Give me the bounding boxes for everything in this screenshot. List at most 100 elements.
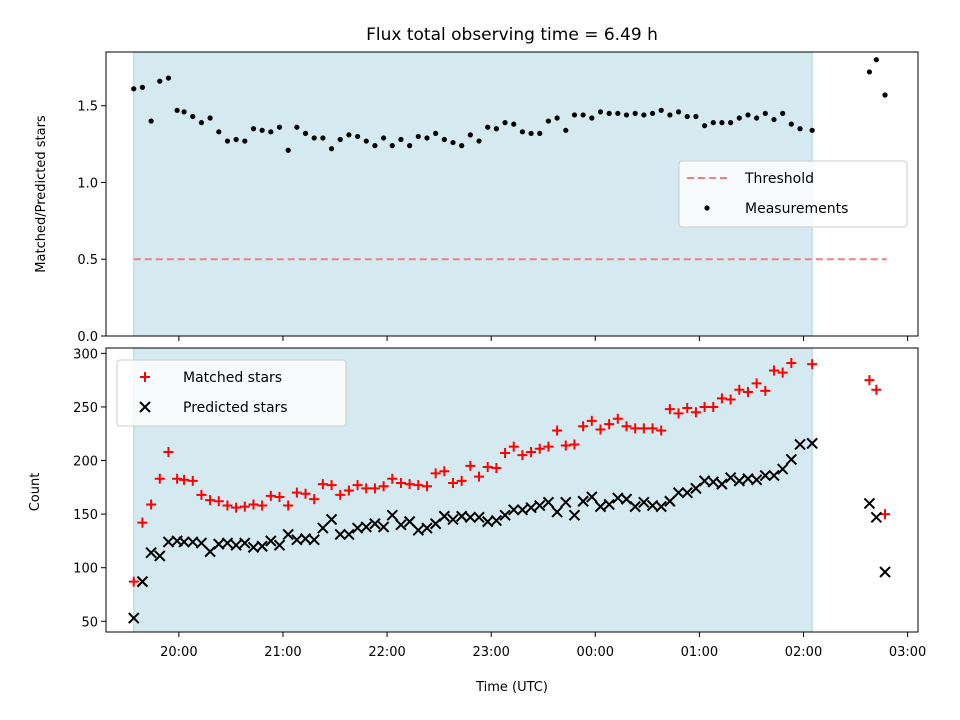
matched-star-point	[777, 367, 788, 378]
matched-star-point	[213, 496, 224, 507]
matched-star-point	[421, 481, 432, 492]
measurement-point	[285, 147, 291, 153]
bottom-ytick-label: 100	[73, 562, 98, 577]
measurement-point	[198, 120, 205, 126]
predicted-star-point	[308, 534, 320, 546]
measurement-point	[157, 78, 163, 84]
measurement-point	[131, 86, 137, 92]
predicted-star-point	[154, 550, 166, 562]
measurement-point	[545, 118, 552, 124]
predicted-star-point	[594, 500, 607, 513]
top-ytick-label: 1.5	[77, 100, 98, 115]
predicted-star-point	[490, 514, 503, 527]
measurement-point	[450, 139, 456, 146]
matched-star-point	[543, 441, 554, 452]
matched-star-point	[448, 478, 459, 489]
measurement-point	[459, 143, 465, 149]
predicted-star-point	[629, 500, 641, 513]
measurement-point	[415, 133, 421, 140]
measurement-point	[788, 121, 794, 127]
predicted-star-point	[542, 496, 555, 509]
predicted-star-point	[412, 524, 425, 536]
predicted-star-point	[560, 496, 572, 509]
measurement-point	[580, 112, 586, 118]
measurement-point	[320, 135, 326, 141]
predicted-star-point	[145, 546, 157, 559]
measurement-point	[216, 129, 222, 135]
matched-star-point	[552, 425, 563, 436]
measurement-point	[597, 109, 604, 115]
matched-star-point	[179, 474, 190, 485]
matched-star-point	[430, 468, 441, 479]
measurement-point	[571, 112, 578, 118]
matched-star-point	[751, 378, 762, 389]
predicted-star-point	[681, 486, 693, 499]
measurement-point	[554, 115, 560, 121]
predicted-star-point	[806, 437, 818, 450]
measurement-point	[148, 118, 154, 124]
matched-star-point	[369, 483, 380, 494]
predicted-star-point	[516, 504, 529, 516]
matched-star-point	[343, 485, 354, 496]
measurement-point	[632, 110, 638, 117]
predicted-star-point	[870, 511, 883, 524]
matched-star-point	[871, 384, 882, 395]
matched-star-point	[508, 441, 519, 452]
matched-star-point	[137, 517, 148, 528]
predicted-star-point	[334, 528, 346, 541]
matched-star-point	[326, 480, 337, 491]
legend-measurement-swatch	[704, 205, 710, 211]
measurement-point	[485, 124, 491, 130]
predicted-star-point	[603, 498, 615, 511]
bottom-xtick-label: 01:00	[681, 645, 718, 660]
bottom-xtick-label: 20:00	[160, 645, 197, 660]
predicted-star-point	[273, 539, 286, 551]
measurement-point	[476, 138, 482, 144]
top-frame	[105, 51, 919, 337]
predicted-star-point	[733, 475, 745, 487]
predicted-star-point	[395, 519, 407, 531]
measurement-point	[259, 127, 265, 133]
measurement-point	[441, 136, 447, 143]
measurement-point	[354, 133, 361, 140]
predicted-star-point	[136, 575, 149, 588]
predicted-star-point	[525, 501, 537, 514]
matched-star-point	[638, 423, 649, 434]
matched-star-point	[682, 403, 693, 414]
predicted-star-point	[499, 509, 511, 521]
matched-star-point	[163, 446, 174, 457]
predicted-star-point	[759, 469, 772, 482]
predicted-star-point	[447, 513, 459, 526]
measurement-point	[207, 115, 213, 121]
matched-star-point	[880, 509, 891, 520]
measurement-point	[294, 124, 300, 130]
matched-star-point	[257, 500, 268, 511]
matched-star-point	[664, 404, 675, 415]
matched-star-point	[187, 475, 198, 486]
measurement-point	[346, 132, 352, 138]
predicted-star-point	[716, 478, 728, 490]
measurement-point	[780, 110, 786, 117]
predicted-star-point	[464, 511, 477, 524]
matched-star-point	[309, 494, 320, 505]
measurement-point	[165, 75, 172, 81]
top-legend-box	[678, 160, 908, 228]
measurement-point	[736, 115, 742, 121]
bottom-xtick-label: 00:00	[577, 645, 614, 660]
measurement-point	[797, 126, 803, 132]
top-ytick-label: 0.5	[77, 253, 98, 268]
matched-star-point	[222, 500, 233, 511]
predicted-star-point	[221, 537, 234, 549]
predicted-star-point	[230, 539, 242, 551]
predicted-star-point	[508, 504, 520, 516]
measurement-point	[424, 135, 430, 141]
measurement-point	[693, 113, 699, 120]
matched-star-point	[404, 479, 415, 490]
matched-star-point	[291, 487, 302, 498]
predicted-star-point	[785, 453, 798, 466]
measurement-point	[658, 107, 664, 113]
measurement-point	[754, 115, 760, 121]
matched-star-point	[474, 471, 485, 482]
bottom-ytick-label: 150	[73, 508, 98, 523]
